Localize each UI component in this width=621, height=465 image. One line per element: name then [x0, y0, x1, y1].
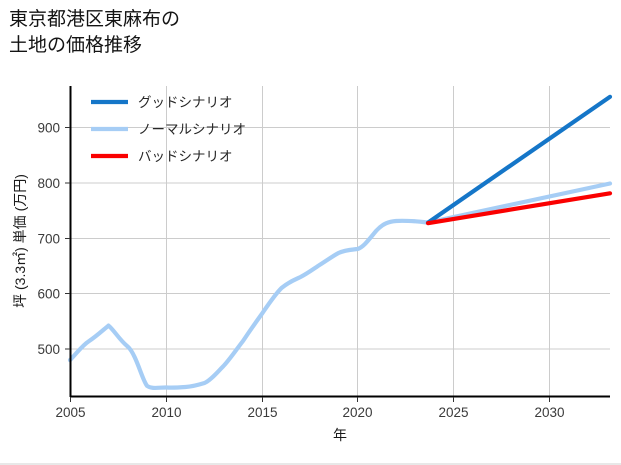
x-axis-title: 年	[333, 427, 347, 443]
y-tick-label: 900	[37, 121, 60, 136]
legend-item-good[interactable]: グッドシナリオ	[91, 95, 233, 110]
y-axis-tick-labels: 900 800 700 600 500	[37, 121, 60, 358]
x-axis-ticks	[70, 397, 550, 402]
x-tick-label: 2020	[342, 405, 372, 420]
x-tick-label: 2025	[438, 405, 468, 420]
page-title: 東京都港区東麻布の 土地の価格推移	[9, 9, 181, 56]
legend-label-good: グッドシナリオ	[138, 95, 233, 110]
x-axis-tick-labels: 2005 2010 2015 2020 2025 2030	[55, 405, 564, 420]
x-tick-label: 2015	[247, 405, 277, 420]
series-line-normal	[67, 181, 613, 391]
plot-area-background	[70, 86, 610, 397]
legend-item-bad[interactable]: バッドシナリオ	[91, 149, 233, 164]
y-tick-label: 700	[37, 231, 60, 246]
y-tick-label: 500	[37, 342, 60, 357]
x-tick-label: 2005	[55, 405, 85, 420]
bottom-divider	[0, 463, 621, 465]
y-axis-title: 坪 (3.3㎡) 単価 (万円)	[12, 174, 28, 308]
x-tick-label: 2010	[151, 405, 181, 420]
x-tick-label: 2030	[534, 405, 564, 420]
series-line-good	[425, 94, 613, 225]
series-line-bad	[425, 191, 613, 226]
legend-item-normal[interactable]: ノーマルシナリオ	[91, 122, 246, 137]
legend-label-normal: ノーマルシナリオ	[138, 122, 246, 137]
horizontal-gridlines	[70, 127, 610, 350]
y-tick-label: 600	[37, 287, 60, 302]
y-tick-label: 800	[37, 176, 60, 191]
y-axis-ticks	[65, 127, 70, 350]
axis-spines	[69, 86, 610, 398]
chart-legend: グッドシナリオ ノーマルシナリオ バッドシナリオ	[91, 95, 246, 164]
legend-label-bad: バッドシナリオ	[138, 149, 233, 164]
